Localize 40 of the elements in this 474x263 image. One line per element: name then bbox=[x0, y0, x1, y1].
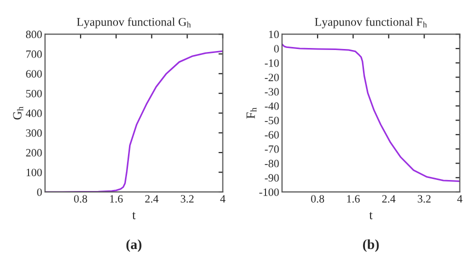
y-tick-label: -40 bbox=[264, 102, 279, 110]
y-tick-label: -100 bbox=[259, 188, 279, 196]
y-tick-label: 800 bbox=[26, 30, 42, 38]
text: (a) bbox=[126, 239, 142, 252]
y-tick-label: 0 bbox=[274, 45, 279, 52]
x-axis-title: t bbox=[369, 212, 373, 220]
y-tick-label: -50 bbox=[264, 116, 279, 124]
line-series bbox=[282, 43, 460, 182]
y-tick-label: 600 bbox=[26, 70, 42, 78]
y-axis-title: G$_{h}$ bbox=[13, 106, 24, 120]
y-tick-label: -10 bbox=[264, 59, 279, 67]
x-tick-label: 0.8 bbox=[311, 195, 324, 203]
x-tick-label: 4 bbox=[457, 195, 462, 202]
y-tick-label: 400 bbox=[26, 110, 42, 118]
y-tick-label: -60 bbox=[264, 131, 279, 139]
y-tick-label: -30 bbox=[264, 88, 279, 96]
y-tick-label: -70 bbox=[264, 145, 279, 153]
x-tick-label: 4 bbox=[220, 195, 226, 202]
y-tick-label: 500 bbox=[26, 90, 42, 98]
y-tick-label: -20 bbox=[264, 74, 279, 82]
y-tick-label: -80 bbox=[264, 160, 279, 168]
y-tick-label: 10 bbox=[269, 30, 279, 38]
chart-title: Lyapunov functional G$_{h}$ bbox=[76, 17, 191, 28]
x-tick-label: 1.6 bbox=[110, 195, 123, 203]
y-tick-label: 100 bbox=[26, 168, 42, 176]
y-tick-label: 300 bbox=[26, 129, 42, 137]
y-tick-label: -90 bbox=[264, 174, 279, 182]
x-tick-label: 0.8 bbox=[74, 195, 88, 203]
text: (b) bbox=[363, 239, 379, 252]
x-tick-label: 3.2 bbox=[418, 195, 431, 203]
x-tick-label: 2.4 bbox=[145, 195, 158, 203]
y-axis-title: F$_{h}$ bbox=[246, 108, 256, 119]
y-tick-label: 200 bbox=[26, 149, 42, 157]
x-tick-label: 2.4 bbox=[382, 195, 396, 203]
y-tick-label: 700 bbox=[26, 50, 42, 58]
y-tick-label: 0 bbox=[37, 188, 42, 196]
x-tick-label: 1.6 bbox=[347, 195, 360, 203]
x-axis-title: t bbox=[132, 212, 136, 220]
x-tick-label: 3.2 bbox=[180, 195, 194, 203]
chart-title: Lyapunov functional F$_{h}$ bbox=[314, 17, 427, 28]
